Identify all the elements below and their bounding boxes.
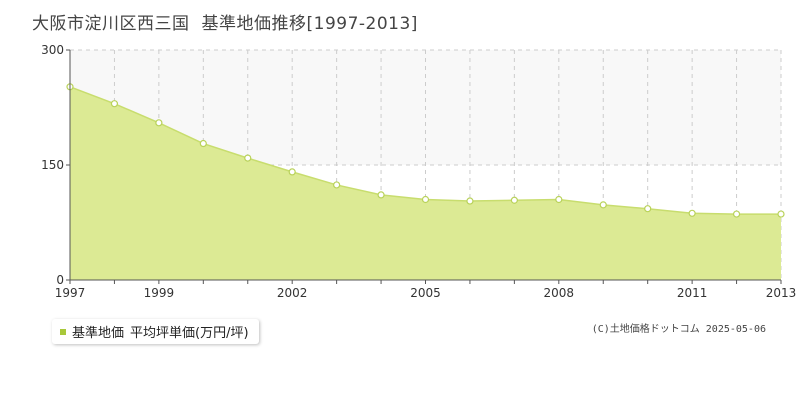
legend-swatch xyxy=(60,328,66,335)
y-tick-label: 300 xyxy=(41,43,64,57)
data-point xyxy=(644,205,652,213)
data-point xyxy=(777,210,785,218)
x-tick-label: 1999 xyxy=(144,286,175,300)
data-point xyxy=(244,154,252,162)
data-point xyxy=(288,168,296,176)
data-point xyxy=(110,100,119,108)
y-tick-labels: 0 150 300 xyxy=(41,43,64,287)
chart-title: 大阪市淀川区西三国 基準地価推移[1997-2013] xyxy=(32,9,418,34)
data-point xyxy=(155,119,163,127)
data-point xyxy=(333,181,341,189)
data-point xyxy=(599,201,607,209)
data-point xyxy=(377,191,385,199)
x-tick-label: 2005 xyxy=(410,286,441,300)
copyright-credit: (C)土地価格ドットコム 2025-05-06 xyxy=(591,324,766,335)
x-tick-label: 2013 xyxy=(766,286,797,300)
x-tick-label: 1997 xyxy=(55,286,86,300)
y-tick-label: 0 xyxy=(56,273,64,287)
title-subtitle: 基準地価推移[1997-2013] xyxy=(201,14,418,34)
data-point xyxy=(421,195,430,204)
title-region: 大阪市淀川区西三国 xyxy=(32,14,190,34)
x-tick-label: 2011 xyxy=(677,286,708,300)
x-tick-labels: 1997 1999 2002 2005 2008 2011 2013 xyxy=(55,286,797,300)
data-point xyxy=(466,197,474,205)
axes xyxy=(66,49,782,284)
data-point xyxy=(199,139,207,148)
data-point xyxy=(510,196,518,204)
legend: 基準地価 平均坪単価(万円/坪) xyxy=(52,319,259,344)
data-point xyxy=(688,209,696,217)
legend-series-name: 基準地価 xyxy=(72,326,125,341)
data-point xyxy=(732,210,741,218)
data-point xyxy=(555,195,563,204)
legend-unit: 平均坪単価(万円/坪) xyxy=(130,326,249,341)
x-tick-label: 2002 xyxy=(277,286,308,300)
y-gridlines xyxy=(70,49,781,166)
series-markers xyxy=(66,83,785,218)
y-tick-label: 150 xyxy=(41,158,64,172)
series-area xyxy=(70,86,781,280)
x-tick-label: 2008 xyxy=(544,286,575,300)
